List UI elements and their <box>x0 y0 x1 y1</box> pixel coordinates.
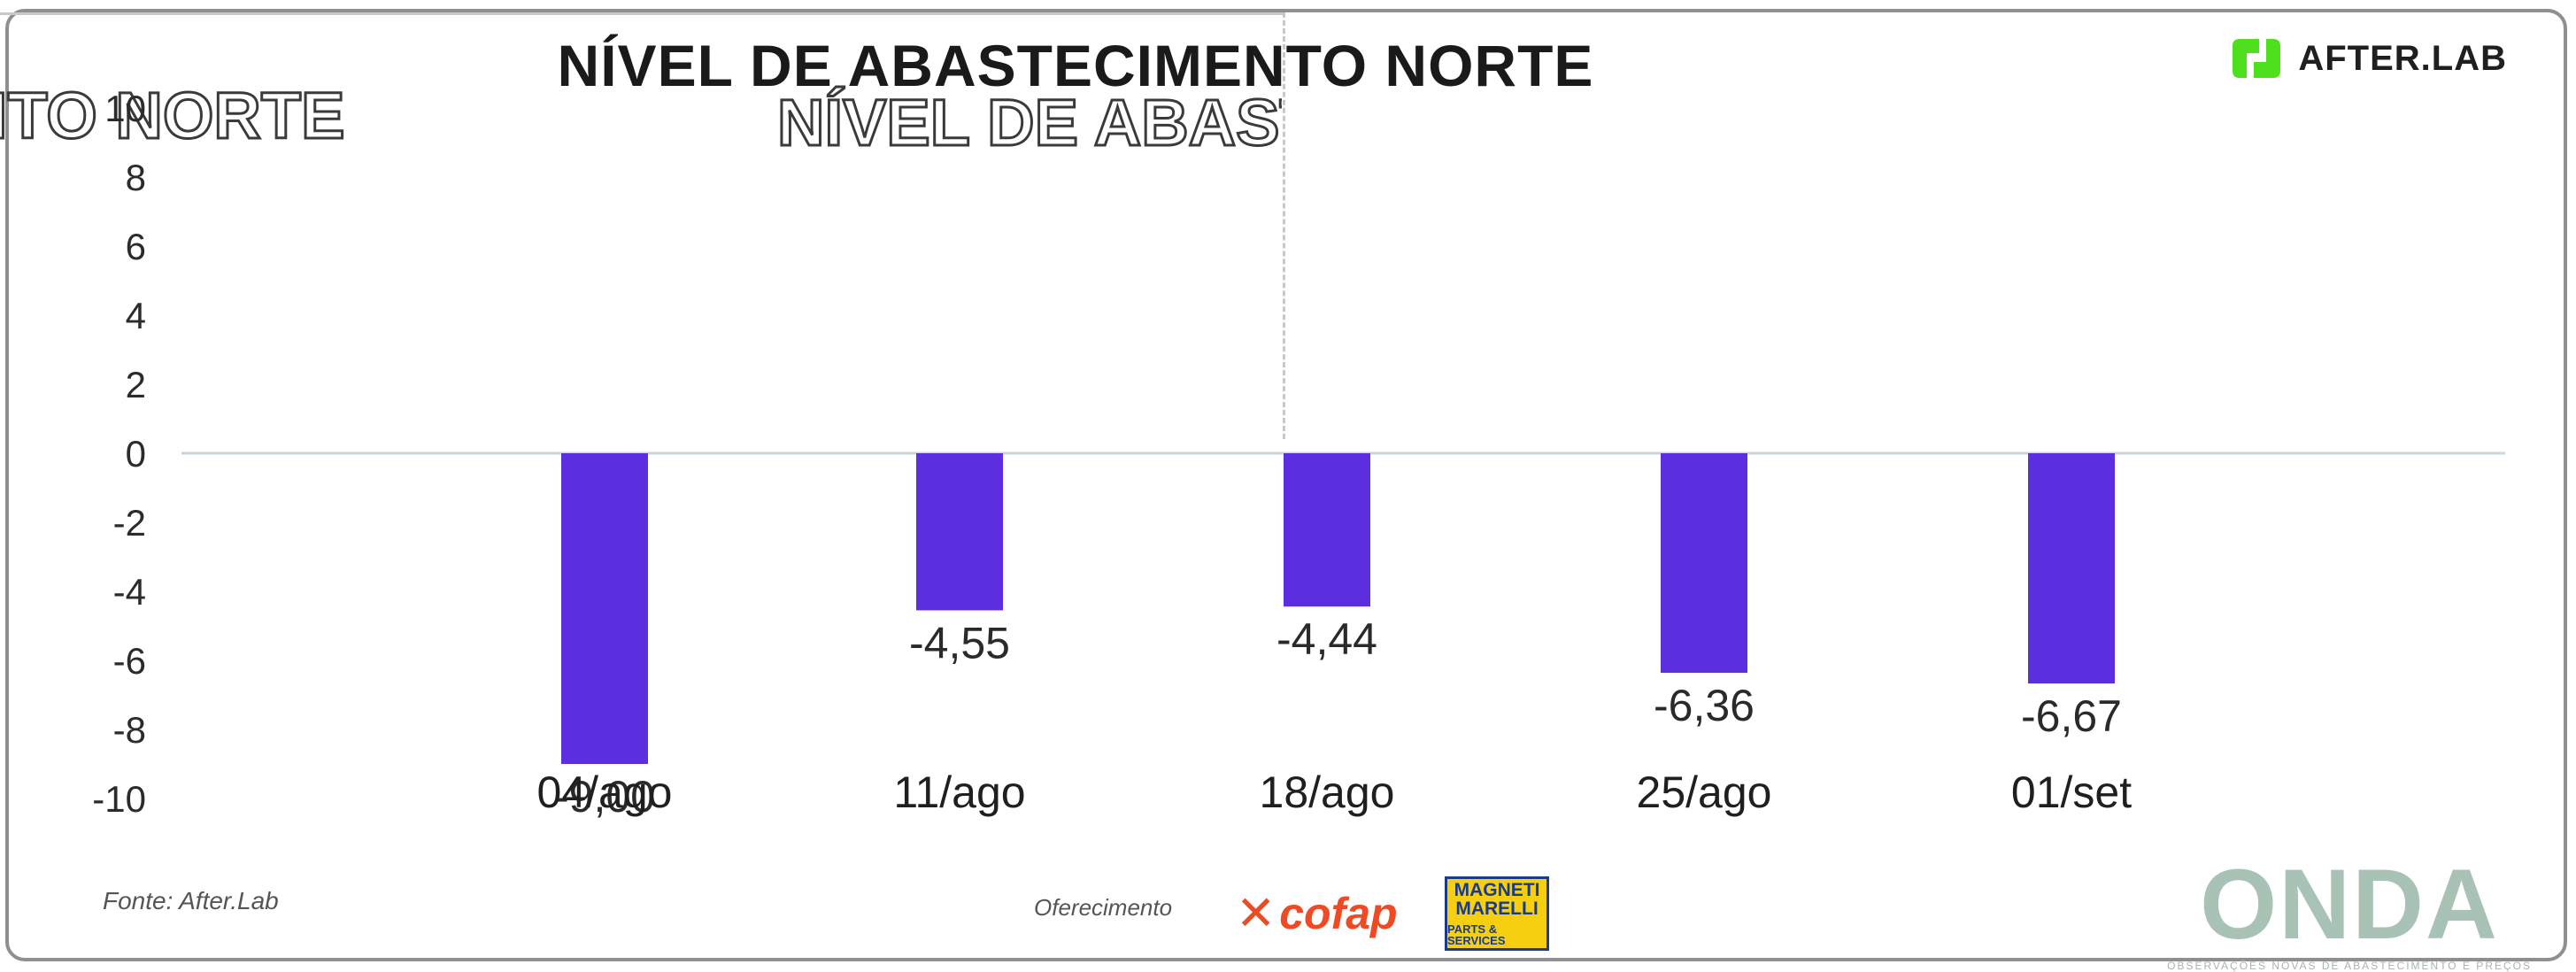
cofap-mark-icon: ✕ <box>1236 887 1276 940</box>
y-tick-label: 6 <box>126 226 146 267</box>
x-category-label: 18/ago <box>1260 768 1395 817</box>
ghost-title-right: NÍVEL DE ABAST <box>777 85 1282 160</box>
chart-title: NÍVEL DE ABASTECIMENTO NORTE <box>557 33 1594 98</box>
y-tick-label: -4 <box>113 571 146 613</box>
bar <box>1661 453 1747 674</box>
afterlab-mark-icon <box>2233 39 2281 78</box>
ghost-title-left: CIMENTO NORTE <box>0 78 346 153</box>
bar <box>561 453 648 764</box>
overlay-outline <box>0 12 1285 439</box>
bar <box>2028 453 2115 684</box>
bar <box>1284 453 1370 607</box>
bar-value-label: -6,67 <box>2021 691 2122 741</box>
bars <box>561 453 2115 764</box>
magneti-marelli-logo: MAGNETI MARELLI PARTS & SERVICES <box>1445 876 1549 951</box>
x-category-label: 04/ago <box>537 768 673 817</box>
bar-value-label: -4,55 <box>909 618 1010 667</box>
y-tick-label: 10 <box>104 88 146 129</box>
onda-tagline: OBSERVAÇÕES NOVAS DE ABASTECIMENTO E PRE… <box>2167 960 2532 972</box>
sponsor-note: Oferecimento <box>1034 894 1173 921</box>
y-tick-label: -10 <box>92 778 146 820</box>
x-category-label: 01/set <box>2011 768 2132 817</box>
y-tick-label: 0 <box>126 433 146 474</box>
onda-logo: ONDA OBSERVAÇÕES NOVAS DE ABASTECIMENTO … <box>2167 855 2532 972</box>
y-tick-label: 2 <box>126 364 146 405</box>
y-tick-label: -2 <box>113 502 146 544</box>
y-tick-label: 8 <box>126 157 146 198</box>
mm-line-3: PARTS & SERVICES <box>1447 922 1506 947</box>
cofap-logo: ✕ cofap <box>1236 885 1398 941</box>
y-tick-label: 4 <box>126 295 146 336</box>
mm-line-2: MARELLI <box>1455 899 1539 919</box>
y-tick-label: -6 <box>113 640 146 682</box>
y-axis: -10 -8 -6 -4 -2 0 2 4 6 8 10 <box>92 88 146 820</box>
bar-value-label: -6,36 <box>1654 681 1755 730</box>
afterlab-logo: AFTER.LAB <box>2229 35 2507 81</box>
x-category-label: 25/ago <box>1637 768 1772 817</box>
source-note: Fonte: After.Lab <box>103 887 279 914</box>
value-labels: -9,00 -4,55 -4,44 -6,36 -6,67 <box>554 614 2122 822</box>
y-tick-label: -8 <box>113 709 146 751</box>
bar-value-label: -4,44 <box>1276 614 1377 664</box>
bar <box>916 453 1003 611</box>
afterlab-wordmark: AFTER.LAB <box>2298 38 2507 78</box>
mm-line-1: MAGNETI <box>1454 880 1540 900</box>
onda-wordmark: ONDA <box>2200 849 2499 960</box>
x-axis: 04/ago 11/ago 18/ago 25/ago 01/set <box>537 768 2133 817</box>
cofap-wordmark: cofap <box>1279 888 1398 938</box>
x-category-label: 11/ago <box>893 768 1025 817</box>
bar-value-label: -9,00 <box>554 772 655 822</box>
